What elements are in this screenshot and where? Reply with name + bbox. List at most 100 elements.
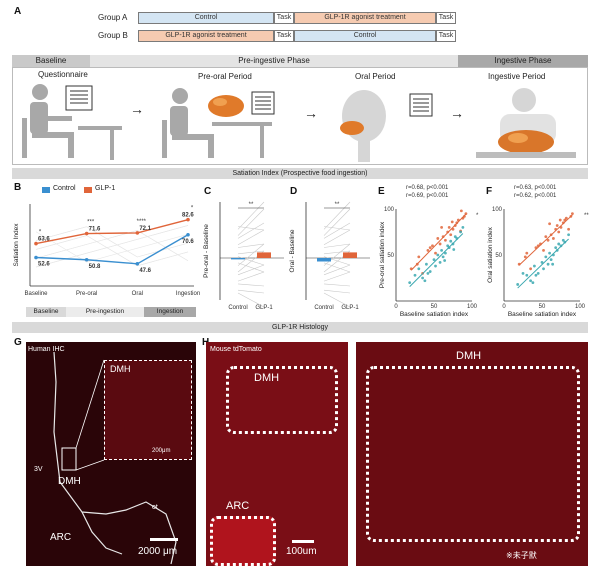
f-point (561, 238, 565, 242)
f-x-tick: 100 (575, 304, 586, 310)
b-subject-line (35, 225, 189, 268)
dmh-dotted-region (226, 366, 338, 434)
b-point (186, 232, 190, 237)
d-subject-line (323, 271, 351, 282)
f-point (544, 235, 548, 238)
group-a-task-segment-1: Task (274, 12, 294, 24)
c-subject-line (237, 262, 265, 273)
f-point (571, 212, 574, 215)
person-preoral-icon (162, 88, 272, 158)
c-subject-line (237, 250, 265, 255)
head-oral-icon (340, 90, 386, 162)
e-significance: * (476, 213, 479, 219)
f-point (529, 279, 532, 283)
scene-questionnaire-label: Questionnaire (38, 70, 88, 79)
scene-panel (12, 67, 588, 165)
f-point (549, 258, 553, 261)
f-point (546, 262, 550, 266)
c-subject-line (237, 292, 265, 308)
b-subject-line (35, 231, 189, 263)
arc-label: ARC (50, 532, 72, 543)
f-point (551, 262, 555, 266)
d-subject-line (323, 208, 351, 236)
b-series-line-1 (35, 218, 189, 245)
e-point (431, 244, 434, 248)
e-stat-2: r=0.69, p<0.001 (406, 193, 449, 199)
legend-control-label: Control (53, 185, 76, 192)
chart-c: Pre-oral - Baseline Control GLP-1 ** (203, 201, 284, 311)
e-y-tick: 100 (384, 207, 395, 213)
e-point (459, 230, 462, 234)
c-subject-line (237, 229, 265, 245)
e-fit-line (409, 233, 464, 287)
b-point (135, 231, 140, 235)
b-subject-line (35, 230, 189, 262)
d-x-tick: Control (314, 305, 333, 311)
histology-g-image: Human IHC DMH 200μm 3V DMH ot ARC 2000 μ… (26, 342, 196, 566)
e-point (459, 209, 463, 213)
b-data-label: 82.6 (182, 213, 194, 219)
d-subject-line (323, 289, 351, 294)
optic-tract-label: ot (152, 504, 158, 511)
f-y-tick: 50 (495, 253, 502, 259)
b-point (34, 255, 38, 260)
chart-e: r=0.68, p<0.001 r=0.69, p<0.001 0 50 50 100 10… (379, 185, 479, 318)
f-stat-1: r=0.63, p<0.001 (514, 185, 557, 191)
b-data-label: 47.6 (139, 268, 151, 274)
e-point (426, 249, 430, 252)
dmh-zoom-dotted-region (366, 366, 580, 542)
e-point (444, 251, 447, 255)
human-ihc-label: Human IHC (28, 346, 65, 353)
d-subject-line (323, 250, 351, 255)
c-subject-line (237, 226, 265, 231)
f-fit-line (518, 214, 573, 266)
document-icon (65, 85, 93, 111)
f-fit-line (517, 238, 569, 289)
e-y-tick: 50 (387, 253, 394, 259)
d-subject-line (323, 283, 351, 287)
arc-dotted-region (210, 516, 276, 566)
e-stat-1: r=0.68, p<0.001 (406, 185, 449, 191)
document-icon-3 (409, 93, 433, 117)
panel-f-label: F (486, 186, 493, 197)
d-subject-line (323, 243, 351, 248)
f-point (564, 216, 568, 220)
f-x-tick: 50 (539, 304, 546, 310)
f-point (548, 251, 551, 255)
d-subject-line (323, 201, 351, 230)
chart-b: Satiation Index 52.6 50.8 47.6 70.6 63.6 71.6 7… (13, 204, 200, 297)
f-point (554, 246, 558, 250)
d-subject-line (323, 292, 351, 308)
group-a-control-segment: Control (138, 12, 274, 24)
f-x-label: Baseline satiation index (508, 311, 577, 318)
d-subject-line (323, 262, 351, 273)
f-point (529, 267, 532, 271)
b-y-label: Satiation Index (13, 223, 20, 267)
b-x-tick: Baseline (24, 291, 48, 297)
group-a-label: Group A (98, 13, 128, 22)
inset-scale-label: 200μm (152, 448, 171, 454)
panel-e-label: E (378, 186, 385, 197)
e-point (449, 239, 453, 243)
b-data-label: 72.1 (139, 226, 151, 232)
f-point (548, 222, 551, 226)
d-bar (343, 252, 357, 258)
c-subject-line (237, 201, 265, 230)
f-point (523, 255, 527, 259)
e-point (436, 253, 440, 257)
b-x-tick: Oral (132, 291, 143, 297)
person-questionnaire-icon (22, 84, 122, 160)
d-subject-line (323, 264, 351, 276)
c-subject-line (237, 283, 265, 287)
e-point (438, 242, 442, 246)
e-x-label: Baseline satiation index (400, 311, 469, 318)
d-subject-line (323, 229, 351, 245)
dmh-h1-label: DMH (254, 372, 280, 384)
e-point (443, 259, 447, 262)
legend-control-swatch (42, 187, 50, 193)
f-point (516, 283, 520, 286)
e-point (417, 255, 421, 259)
f-point (531, 281, 535, 284)
c-bar (231, 258, 245, 260)
phase-ingestive: Ingestive Phase (458, 55, 588, 67)
